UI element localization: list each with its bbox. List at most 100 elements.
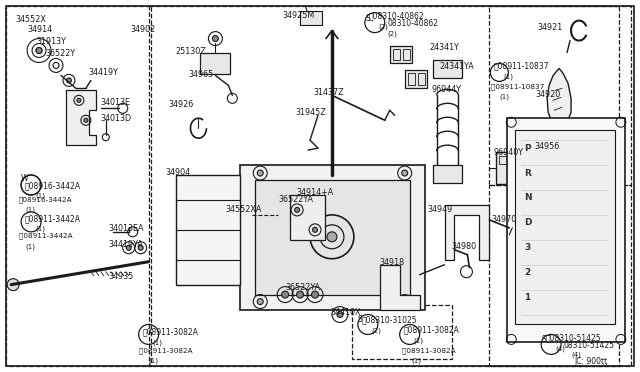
Text: 34552XA: 34552XA	[225, 205, 262, 214]
Text: 34914: 34914	[27, 25, 52, 33]
Circle shape	[312, 291, 319, 298]
Text: 36522YA: 36522YA	[278, 195, 313, 204]
Text: 2: 2	[524, 268, 531, 277]
Circle shape	[138, 245, 143, 250]
Text: 34956: 34956	[534, 142, 559, 151]
Text: 31945Z: 31945Z	[295, 108, 326, 117]
Circle shape	[257, 299, 263, 305]
Bar	[490, 185, 631, 366]
Text: Ⓢ08310-31025: Ⓢ08310-31025	[362, 315, 417, 324]
Circle shape	[543, 140, 559, 156]
Text: S: S	[358, 315, 362, 324]
Text: 34914+A: 34914+A	[296, 188, 333, 197]
Text: 34552X: 34552X	[15, 15, 46, 24]
Text: (1): (1)	[35, 193, 45, 199]
Circle shape	[77, 98, 81, 102]
Text: S: S	[542, 335, 547, 344]
Bar	[290, 195, 325, 240]
Text: R: R	[524, 169, 531, 177]
Text: 08310-40862: 08310-40862	[388, 19, 439, 28]
Bar	[175, 175, 240, 285]
Polygon shape	[445, 205, 490, 260]
Text: (4): (4)	[555, 346, 565, 352]
Text: 34926: 34926	[168, 100, 194, 109]
Text: (1): (1)	[412, 357, 422, 364]
Circle shape	[67, 78, 72, 83]
Circle shape	[126, 245, 131, 250]
Bar	[200, 52, 230, 74]
Circle shape	[282, 291, 289, 298]
Text: Ⓦ08916-3442A: Ⓦ08916-3442A	[19, 196, 73, 203]
Text: (1): (1)	[503, 73, 513, 80]
Text: 34410X: 34410X	[330, 308, 360, 317]
Text: 96944Y: 96944Y	[431, 86, 461, 94]
Text: Ⓝ​08911-3082A: Ⓝ​08911-3082A	[139, 347, 192, 354]
Text: 31913Y: 31913Y	[36, 36, 66, 45]
Text: (1): (1)	[25, 244, 35, 250]
Text: 34949: 34949	[428, 205, 453, 214]
Text: 24341YA: 24341YA	[440, 62, 474, 71]
Circle shape	[212, 36, 218, 42]
Text: (1): (1)	[148, 357, 159, 364]
Text: 34970: 34970	[492, 215, 516, 224]
Bar	[499, 156, 511, 164]
Polygon shape	[547, 68, 571, 127]
Bar	[300, 11, 322, 25]
Text: 34013E: 34013E	[101, 98, 131, 108]
Text: 36522Y: 36522Y	[45, 48, 75, 58]
Bar	[433, 61, 463, 78]
Text: 34980: 34980	[451, 242, 477, 251]
Bar	[404, 70, 427, 89]
Text: Ⓢ08310-40862: Ⓢ08310-40862	[369, 12, 424, 21]
Bar	[433, 165, 463, 183]
Text: (4): (4)	[571, 352, 581, 358]
Text: Ⓝ​08911-3442A: Ⓝ​08911-3442A	[19, 233, 73, 240]
Circle shape	[337, 311, 343, 318]
Text: 96940Y: 96940Y	[493, 148, 524, 157]
Text: 34902: 34902	[131, 25, 156, 33]
Bar	[255, 180, 410, 295]
Text: 34920: 34920	[535, 90, 561, 99]
Circle shape	[296, 291, 303, 298]
Text: (1): (1)	[413, 337, 424, 344]
Text: (1): (1)	[152, 339, 163, 346]
Text: 31437Z: 31437Z	[313, 89, 344, 97]
Text: N: N	[524, 193, 532, 202]
Circle shape	[7, 279, 19, 291]
Circle shape	[294, 208, 300, 212]
Circle shape	[327, 232, 337, 242]
Text: (2): (2)	[372, 327, 381, 334]
Bar	[6, 6, 150, 366]
Circle shape	[84, 118, 88, 122]
Text: 34419YA: 34419YA	[109, 240, 143, 249]
Text: D: D	[524, 218, 532, 227]
Bar	[515, 130, 615, 324]
Text: 34904: 34904	[166, 168, 191, 177]
Text: S: S	[365, 14, 370, 23]
Text: 34925M: 34925M	[282, 11, 314, 20]
Text: 25130Z: 25130Z	[175, 46, 206, 55]
Bar	[408, 73, 415, 86]
Text: JC: 900ƫƫ: JC: 900ƫƫ	[574, 357, 607, 366]
Bar	[390, 45, 412, 64]
Text: 34419Y: 34419Y	[89, 68, 119, 77]
Text: (1): (1)	[25, 207, 35, 214]
Bar	[403, 48, 410, 61]
Text: Ⓝ08911-3082A: Ⓝ08911-3082A	[404, 326, 460, 334]
Text: Ⓝ08911-3442A: Ⓝ08911-3442A	[25, 214, 81, 223]
Text: 3: 3	[524, 243, 531, 252]
Bar	[240, 165, 424, 310]
Bar	[490, 6, 631, 185]
Bar	[418, 73, 424, 86]
Bar	[393, 48, 400, 61]
Circle shape	[402, 170, 408, 176]
Text: 34013D: 34013D	[101, 114, 132, 123]
Text: 34935: 34935	[109, 272, 134, 281]
Text: 34965: 34965	[189, 70, 214, 80]
Text: W: W	[20, 173, 28, 183]
Text: (2): (2)	[379, 23, 388, 30]
Bar	[508, 118, 625, 342]
Bar	[148, 6, 619, 366]
Text: (2): (2)	[388, 31, 397, 37]
Circle shape	[36, 48, 42, 54]
